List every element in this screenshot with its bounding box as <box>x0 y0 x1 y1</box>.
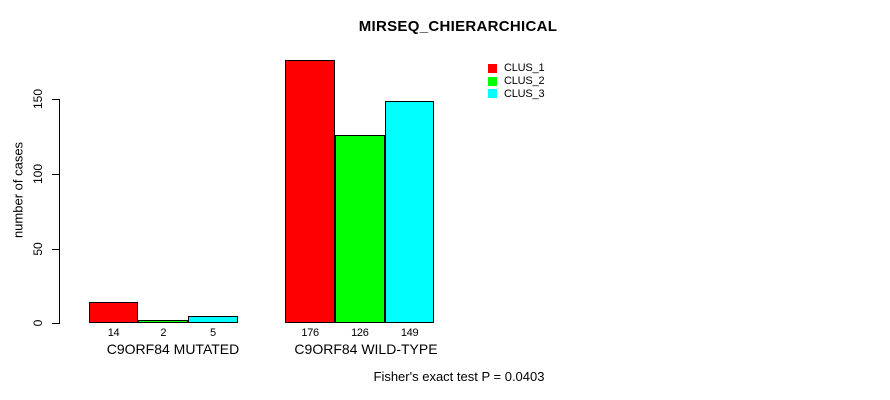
y-axis-tick-mark <box>52 248 59 250</box>
legend-item: CLUS_2 <box>488 75 545 88</box>
bar-clus_1-mutated <box>88 302 139 324</box>
bar-clus_3-mutated <box>188 315 238 324</box>
bar-clus_2-mutated <box>138 320 189 324</box>
y-axis-label: number of cases <box>10 141 26 239</box>
annotation-text: Fisher's exact test P = 0.0403 <box>373 369 545 384</box>
bar-clus_2-wild-type <box>335 135 385 324</box>
x-axis-category-label: C9ORF84 WILD-TYPE <box>294 341 438 357</box>
x-axis-category-label: C9ORF84 MUTATED <box>106 341 240 357</box>
legend-item: CLUS_1 <box>488 62 545 75</box>
bar-value-label: 2 <box>160 327 167 339</box>
legend-item-label: CLUS_3 <box>504 87 545 100</box>
y-axis-tick-label: 100 <box>31 163 45 184</box>
bar-value-label: 149 <box>400 327 419 339</box>
y-axis-tick-mark <box>52 323 59 325</box>
legend-item-label: CLUS_1 <box>504 62 545 75</box>
legend: CLUS_1 CLUS_2 CLUS_3 <box>488 62 545 100</box>
legend-color-swatch <box>488 63 497 73</box>
bar-value-label: 176 <box>301 327 319 339</box>
bar-clus_1-wild-type <box>285 60 335 324</box>
y-axis-tick-label: 0 <box>31 319 45 327</box>
y-axis-line <box>59 99 60 324</box>
legend-color-swatch <box>488 76 497 86</box>
y-axis-tick-mark <box>52 99 59 101</box>
legend-item-label: CLUS_2 <box>504 75 545 88</box>
bar-value-label: 126 <box>351 327 369 339</box>
y-axis-tick-mark <box>52 173 59 175</box>
bar-value-label: 14 <box>107 327 120 339</box>
legend-item: CLUS_3 <box>488 87 545 100</box>
y-axis-tick-label: 50 <box>31 241 45 256</box>
chart-title: MIRSEQ_CHIERARCHICAL <box>358 18 558 35</box>
legend-color-swatch <box>488 89 497 99</box>
y-axis-tick-label: 150 <box>31 89 45 110</box>
bar-clus_3-wild-type <box>384 100 435 324</box>
bar-value-label: 5 <box>210 327 216 339</box>
